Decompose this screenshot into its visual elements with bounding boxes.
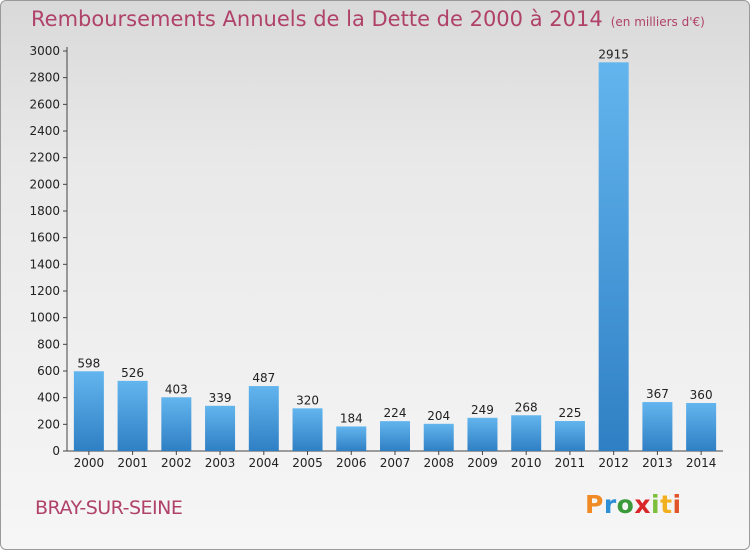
- logo-letter: t: [660, 490, 673, 519]
- chart-unit: (en milliers d'€): [610, 15, 705, 29]
- chart-labels: 2000 598 2001 526 2002 403 2003 339 2004 487 2005 3…: [74, 47, 717, 470]
- value-label-2011: 225: [558, 406, 581, 420]
- bar-2013[interactable]: [642, 402, 673, 451]
- y-tick-label: 2000: [29, 177, 60, 191]
- value-label-2001: 526: [121, 366, 144, 380]
- value-label-2014: 360: [690, 388, 713, 402]
- bar-2009[interactable]: [467, 417, 498, 451]
- y-tick-label: 2600: [29, 97, 60, 111]
- x-tick-label: 2004: [249, 456, 280, 470]
- bar-2011[interactable]: [554, 421, 585, 451]
- x-tick-label: 2013: [642, 456, 673, 470]
- x-tick-label: 2006: [336, 456, 367, 470]
- logo-letter: P: [585, 490, 604, 519]
- y-tick-label: 2200: [29, 151, 60, 165]
- y-tick-label: 3000: [29, 44, 60, 58]
- bar-2014[interactable]: [686, 403, 717, 451]
- x-tick-label: 2005: [292, 456, 323, 470]
- y-tick-label: 200: [37, 417, 60, 431]
- x-tick-label: 2012: [598, 456, 629, 470]
- x-tick-label: 2010: [511, 456, 542, 470]
- bar-2005[interactable]: [292, 408, 323, 451]
- x-tick-label: 2014: [686, 456, 717, 470]
- value-label-2005: 320: [296, 393, 319, 407]
- bar-2003[interactable]: [205, 405, 236, 451]
- x-tick-label: 2000: [74, 456, 105, 470]
- chart-bars: [73, 62, 717, 451]
- value-label-2000: 598: [77, 356, 100, 370]
- y-tick-label: 2800: [29, 71, 60, 85]
- value-label-2007: 224: [384, 406, 407, 420]
- bar-2012[interactable]: [598, 62, 629, 451]
- chart-title-text: Remboursements Annuels de la Dette de 20…: [31, 7, 603, 31]
- x-tick-label: 2001: [117, 456, 148, 470]
- value-label-2009: 249: [471, 403, 494, 417]
- bar-2004[interactable]: [248, 386, 279, 451]
- x-tick-label: 2011: [555, 456, 586, 470]
- logo-letter: i: [672, 490, 682, 519]
- x-tick-label: 2007: [380, 456, 411, 470]
- y-tick-label: 1800: [29, 204, 60, 218]
- proxiti-logo[interactable]: Proxiti: [585, 490, 682, 524]
- logo-letter: x: [634, 490, 651, 519]
- bar-2002[interactable]: [161, 397, 192, 451]
- bar-2001[interactable]: [117, 380, 148, 451]
- chart-axes: 0 200 400 600 800 1000 1200 1400 1600 1800 2000 220…: [29, 44, 723, 458]
- value-label-2013: 367: [646, 387, 669, 401]
- bar-2010[interactable]: [511, 415, 542, 451]
- y-tick-label: 0: [52, 444, 60, 458]
- x-tick-label: 2002: [161, 456, 192, 470]
- y-tick-label: 400: [37, 391, 60, 405]
- commune-name: BRAY-SUR-SEINE: [35, 497, 183, 519]
- y-tick-label: 800: [37, 337, 60, 351]
- bar-2006[interactable]: [336, 426, 367, 451]
- value-label-2008: 204: [427, 409, 450, 423]
- value-label-2012: 2915: [598, 47, 629, 61]
- chart-title: Remboursements Annuels de la Dette de 20…: [31, 7, 705, 31]
- y-tick-label: 1000: [29, 311, 60, 325]
- x-tick-label: 2009: [467, 456, 498, 470]
- logo-letter: r: [603, 490, 617, 519]
- x-tick-label: 2008: [423, 456, 454, 470]
- value-label-2010: 268: [515, 400, 538, 414]
- y-tick-label: 1600: [29, 231, 60, 245]
- y-tick-label: 1200: [29, 284, 60, 298]
- bar-2007[interactable]: [380, 421, 410, 451]
- y-tick-label: 1400: [29, 257, 60, 271]
- value-label-2003: 339: [209, 391, 232, 405]
- value-label-2002: 403: [165, 382, 188, 396]
- logo-letter: o: [616, 490, 635, 519]
- x-tick-label: 2003: [205, 456, 236, 470]
- value-label-2004: 487: [252, 371, 275, 385]
- value-label-2006: 184: [340, 411, 363, 425]
- bar-2000[interactable]: [73, 371, 104, 451]
- y-tick-label: 600: [37, 364, 60, 378]
- logo-letter: i: [651, 490, 661, 519]
- y-tick-label: 2400: [29, 124, 60, 138]
- bar-2008[interactable]: [423, 423, 454, 451]
